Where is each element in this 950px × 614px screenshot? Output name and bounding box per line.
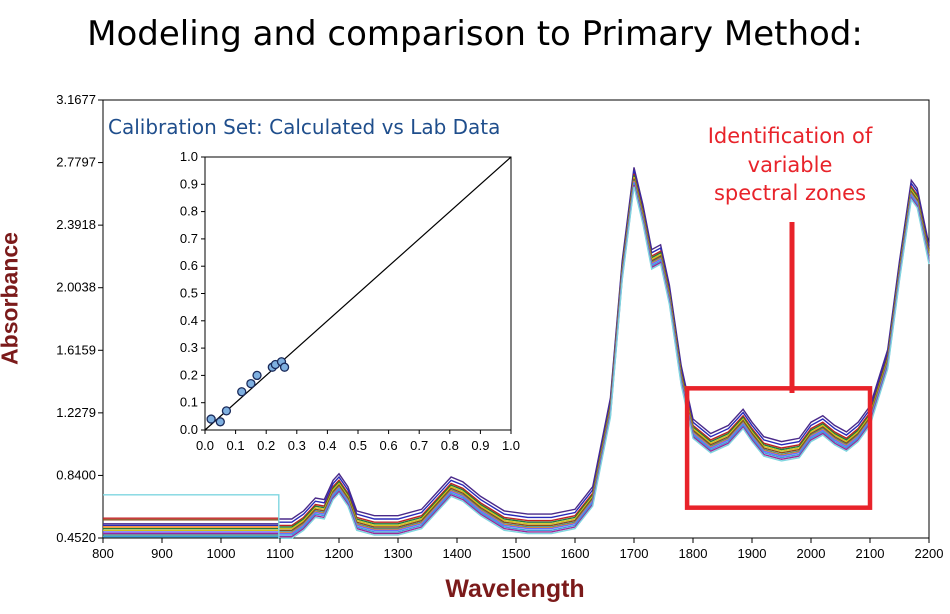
x-tick-label: 1000 [207, 546, 236, 561]
inset-x-tick-label: 0.0 [196, 438, 214, 453]
inset-x-tick-label: 0.1 [227, 438, 245, 453]
x-tick-label: 2200 [915, 546, 944, 561]
inset-x-tick-label: 0.8 [441, 438, 459, 453]
inset-y-ticks: 0.0 0.1 0.2 0.3 0.4 0.5 0.6 0.7 0.8 0.9 1.0 [180, 149, 205, 437]
y-tick-label: 2.7797 [56, 155, 96, 170]
inset-x-tick-label: 1.0 [502, 438, 520, 453]
x-tick-label: 800 [92, 546, 114, 561]
x-tick-label: 1300 [384, 546, 413, 561]
x-tick-label: 1600 [561, 546, 590, 561]
calibration-inset: 0.0 0.1 0.2 0.3 0.4 0.5 0.6 0.7 0.8 0.9 1.0 0.0 0.1… [180, 149, 520, 453]
inset-x-tick-label: 0.2 [257, 438, 275, 453]
annotation-line-2: variable [748, 153, 833, 177]
x-axis-ticks: 800 900 1000 1100 1200 1300 1400 1500 1600 1700 18… [92, 538, 943, 561]
inset-x-tick-label: 0.5 [349, 438, 367, 453]
y-tick-label: 1.2279 [56, 405, 96, 420]
inset-x-tick-label: 0.6 [380, 438, 398, 453]
x-tick-label: 900 [151, 546, 173, 561]
inset-title: Calibration Set: Calculated vs Lab Data [108, 115, 500, 139]
inset-y-tick-label: 0.1 [180, 395, 198, 410]
x-tick-label: 1800 [679, 546, 708, 561]
inset-point [207, 415, 215, 423]
y-tick-label: 2.0038 [56, 280, 96, 295]
inset-y-tick-label: 0.7 [180, 231, 198, 246]
inset-point [247, 380, 255, 388]
y-tick-label: 0.4520 [56, 530, 96, 545]
x-tick-label: 1700 [620, 546, 649, 561]
annotation-line-3: spectral zones [714, 181, 866, 205]
spectra-chart: 800 900 1000 1100 1200 1300 1400 1500 1600 1700 18… [0, 0, 950, 614]
inset-x-tick-label: 0.3 [288, 438, 306, 453]
y-tick-label: 3.1677 [56, 92, 96, 107]
inset-y-tick-label: 0.2 [180, 367, 198, 382]
y-axis-ticks: 0.4520 0.8400 1.2279 1.6159 2.0038 2.3918 2.77… [56, 92, 103, 545]
x-tick-label: 1200 [325, 546, 354, 561]
inset-y-tick-label: 1.0 [180, 149, 198, 164]
y-tick-label: 1.6159 [56, 342, 96, 357]
inset-x-tick-label: 0.4 [318, 438, 336, 453]
x-tick-label: 2100 [856, 546, 885, 561]
x-tick-label: 1400 [443, 546, 472, 561]
y-tick-label: 0.8400 [56, 467, 96, 482]
x-tick-label: 1500 [502, 546, 531, 561]
inset-x-tick-label: 0.7 [410, 438, 428, 453]
inset-point [253, 371, 261, 379]
inset-point [281, 363, 289, 371]
inset-x-tick-label: 0.9 [471, 438, 489, 453]
inset-y-tick-label: 0.4 [180, 313, 198, 328]
x-tick-label: 2000 [797, 546, 826, 561]
inset-y-tick-label: 0.0 [180, 422, 198, 437]
inset-point [238, 388, 246, 396]
inset-x-ticks: 0.0 0.1 0.2 0.3 0.4 0.5 0.6 0.7 0.8 0.9 1.0 [196, 430, 520, 453]
x-tick-label: 1100 [266, 546, 294, 561]
inset-y-tick-label: 0.8 [180, 204, 198, 219]
inset-point [222, 407, 230, 415]
y-tick-label: 2.3918 [56, 217, 96, 232]
inset-y-tick-label: 0.9 [180, 176, 198, 191]
x-tick-label: 1900 [738, 546, 767, 561]
annotation-line-1: Identification of [708, 124, 873, 148]
inset-y-tick-label: 0.6 [180, 258, 198, 273]
inset-y-tick-label: 0.3 [180, 340, 198, 355]
inset-point [216, 418, 224, 426]
inset-y-tick-label: 0.5 [180, 286, 198, 301]
